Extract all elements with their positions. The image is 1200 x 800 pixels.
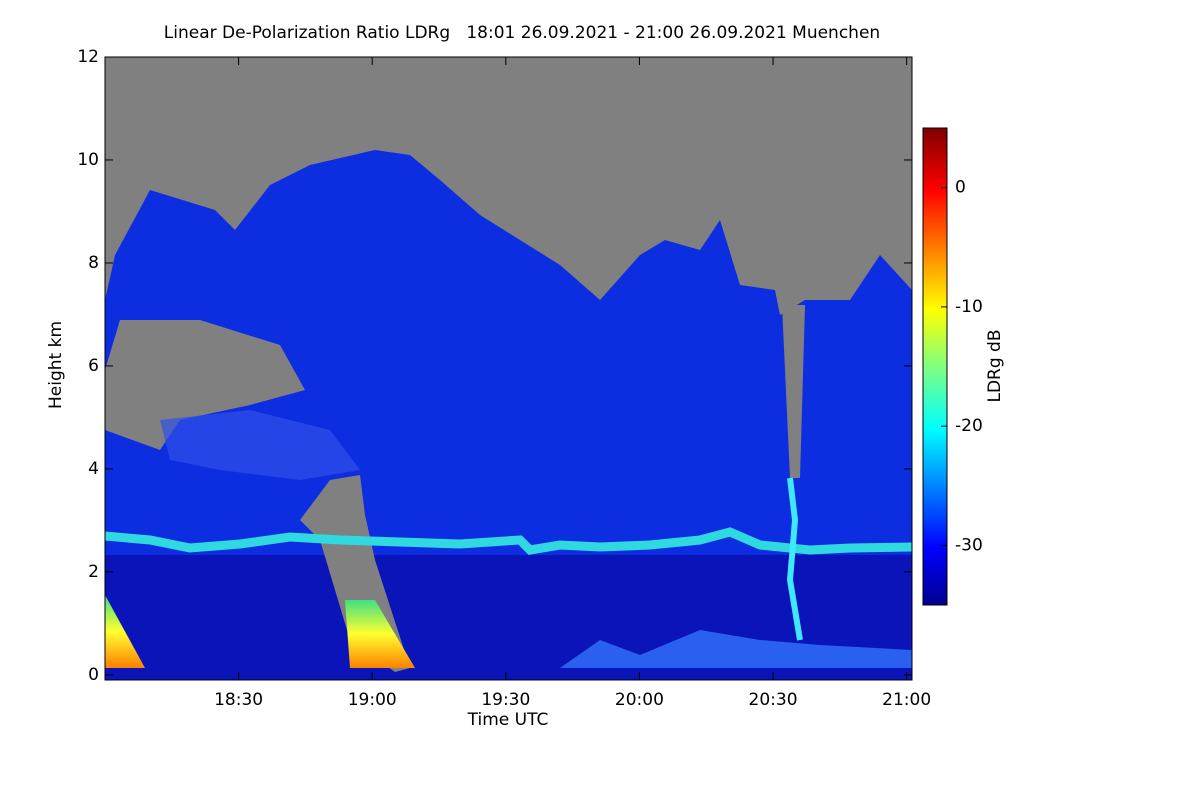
y-tick-label: 12 — [77, 47, 99, 67]
y-tick-label: 10 — [77, 150, 99, 170]
x-tick-label: 18:30 — [214, 690, 263, 710]
colorbar-label: LDRg dB — [985, 329, 1005, 402]
y-tick-label: 8 — [88, 253, 99, 273]
y-axis-label: Height km — [46, 321, 66, 409]
y-tick-label: 0 — [88, 665, 99, 685]
colorbar-tick-label: -10 — [955, 297, 983, 317]
x-tick-label: 19:00 — [348, 690, 397, 710]
x-tick-label: 19:30 — [481, 690, 530, 710]
x-tick-label: 21:00 — [882, 690, 931, 710]
y-tick-label: 6 — [88, 356, 99, 376]
colorbar-tick-label: -30 — [955, 535, 983, 555]
x-tick-label: 20:30 — [749, 690, 798, 710]
colorbar — [922, 127, 948, 606]
y-tick-label: 2 — [88, 562, 99, 582]
colorbar-tick-label: -20 — [955, 416, 983, 436]
colorbar-tick-label: 0 — [955, 178, 966, 198]
heatmap — [105, 57, 912, 680]
x-tick-label: 20:00 — [615, 690, 664, 710]
x-axis-label: Time UTC — [467, 710, 549, 730]
chart-title: Linear De-Polarization Ratio LDRg 18:01 … — [164, 23, 880, 43]
plot-frame — [104, 56, 913, 681]
y-tick-label: 4 — [88, 459, 99, 479]
